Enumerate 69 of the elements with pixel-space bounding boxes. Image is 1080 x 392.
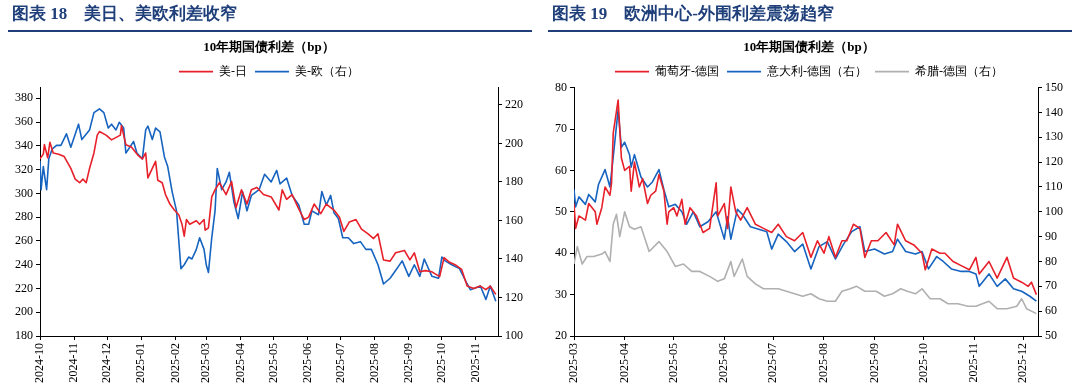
x-tick-label: 2025-04 — [616, 343, 631, 383]
y-tick-label: 300 — [15, 185, 33, 200]
x-tick-label: 2024-11 — [66, 343, 81, 383]
x-tick-label: 2025-03 — [198, 343, 213, 383]
y-tick-label: 220 — [15, 280, 33, 295]
x-tick-label: 2025-05 — [665, 343, 680, 383]
y-tick-label: 280 — [15, 209, 33, 224]
y-tick-label: 260 — [15, 233, 33, 248]
y-tick-label: 30 — [555, 286, 567, 301]
y-tick-label: 60 — [555, 162, 567, 177]
x-tick-label: 2025-08 — [366, 343, 381, 383]
y-tick-label: 320 — [15, 161, 33, 176]
legend-label: 希腊-德国（右） — [915, 63, 1003, 78]
y-tick-label: 70 — [555, 121, 567, 136]
y2-tick-label: 120 — [1045, 154, 1063, 169]
y-tick-label: 80 — [555, 79, 567, 94]
y-tick-label: 40 — [555, 245, 567, 260]
chart-title: 图表 18 美日、美欧利差收窄 — [8, 0, 532, 32]
x-tick-label: 2025-05 — [265, 343, 280, 383]
y2-tick-label: 100 — [505, 328, 523, 343]
y2-tick-label: 110 — [1045, 179, 1063, 194]
y-tick-label: 240 — [15, 256, 33, 271]
x-tick-label: 2025-09 — [866, 343, 881, 383]
y2-tick-label: 180 — [505, 174, 523, 189]
y2-tick-label: 100 — [1045, 203, 1063, 218]
x-tick-label: 2025-02 — [167, 343, 182, 383]
y-tick-label: 340 — [15, 137, 33, 152]
y2-tick-label: 150 — [1045, 79, 1063, 94]
x-tick-label: 2024-12 — [99, 343, 114, 383]
chart-subtitle: 10年期国债利差（bp） — [203, 39, 335, 55]
y2-tick-label: 90 — [1045, 228, 1057, 243]
y-tick-label: 50 — [555, 203, 567, 218]
x-tick-label: 2025-11 — [468, 343, 483, 383]
y-tick-label: 360 — [15, 114, 33, 129]
y2-tick-label: 220 — [505, 97, 523, 112]
y2-tick-label: 60 — [1045, 303, 1057, 318]
x-tick-label: 2025-08 — [816, 343, 831, 383]
x-tick-label: 2025-11 — [966, 343, 981, 383]
legend-label: 意大利-德国（右） — [766, 63, 867, 78]
y2-tick-label: 80 — [1045, 253, 1057, 268]
x-tick-label: 2025-03 — [566, 343, 581, 383]
chart-subtitle: 10年期国债利差（bp） — [743, 39, 875, 55]
x-tick-label: 2025-10 — [915, 343, 930, 383]
y2-tick-label: 140 — [505, 251, 523, 266]
x-tick-label: 2025-04 — [232, 343, 247, 383]
x-tick-label: 2025-01 — [133, 343, 148, 383]
y2-tick-label: 160 — [505, 212, 523, 227]
x-tick-label: 2025-06 — [716, 343, 731, 383]
y2-tick-label: 200 — [505, 135, 523, 150]
y-tick-label: 380 — [15, 90, 33, 105]
y2-tick-label: 140 — [1045, 104, 1063, 119]
y2-tick-label: 50 — [1045, 328, 1057, 343]
x-tick-label: 2024-10 — [32, 343, 47, 383]
x-tick-label: 2025-07 — [765, 343, 780, 383]
y2-tick-label: 70 — [1045, 278, 1057, 293]
legend-label: 美-欧（右） — [295, 63, 359, 78]
x-tick-label: 2025-12 — [1015, 343, 1030, 383]
x-tick-label: 2025-07 — [332, 343, 347, 383]
chart-title: 图表 19 欧洲中心-外围利差震荡趋窄 — [548, 0, 1072, 32]
y-tick-label: 180 — [15, 328, 33, 343]
y-tick-label: 200 — [15, 304, 33, 319]
y-tick-label: 20 — [555, 328, 567, 343]
x-tick-label: 2025-10 — [434, 343, 449, 383]
legend-label: 美-日 — [219, 63, 247, 78]
x-tick-label: 2025-06 — [299, 343, 314, 383]
legend-label: 葡萄牙-德国 — [655, 63, 720, 78]
y2-tick-label: 130 — [1045, 129, 1063, 144]
x-tick-label: 2025-09 — [400, 343, 415, 383]
y2-tick-label: 120 — [505, 289, 523, 304]
